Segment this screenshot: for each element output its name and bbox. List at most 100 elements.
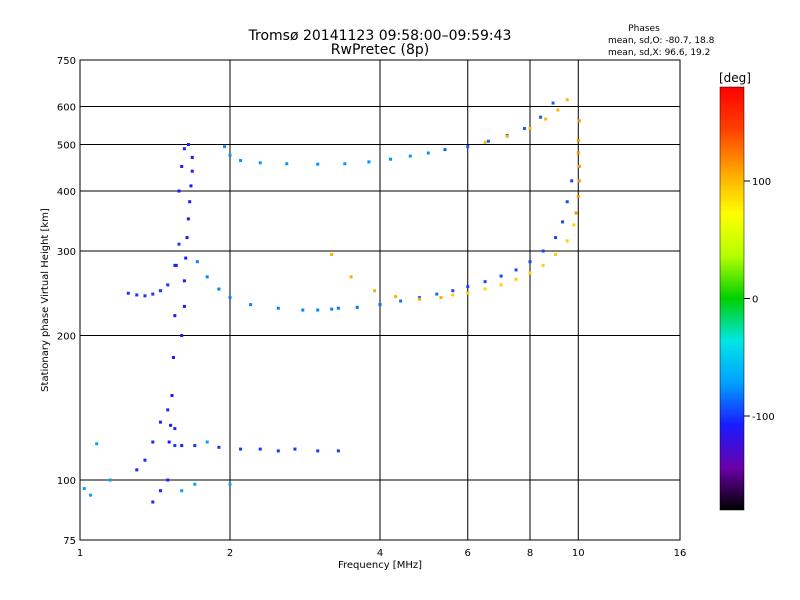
data-point xyxy=(228,482,232,486)
colorbar-tick-label: -100 xyxy=(752,412,775,423)
data-point xyxy=(223,145,227,149)
data-point xyxy=(151,292,155,296)
y-tick-label: 600 xyxy=(57,103,76,114)
data-point xyxy=(417,297,421,301)
data-point xyxy=(135,468,139,472)
data-point xyxy=(551,101,555,105)
series-4 xyxy=(451,179,574,293)
y-tick-label: 300 xyxy=(57,247,76,258)
data-point xyxy=(143,294,147,298)
data-point xyxy=(171,355,175,359)
stats-header: Phases xyxy=(628,24,660,34)
data-point xyxy=(177,189,181,193)
data-point xyxy=(565,239,569,243)
x-tick-label: 6 xyxy=(465,548,471,559)
data-point xyxy=(151,500,155,504)
data-point xyxy=(523,126,527,130)
data-point xyxy=(293,447,297,451)
data-point xyxy=(173,444,177,448)
x-tick-label: 1 xyxy=(77,548,83,559)
data-point xyxy=(483,140,487,144)
data-point xyxy=(394,295,398,299)
data-point xyxy=(82,487,86,491)
y-axis-label: Stationary phase Virtual Height [km] xyxy=(40,208,51,392)
data-point xyxy=(205,440,209,444)
data-point xyxy=(151,440,155,444)
data-point xyxy=(285,162,289,166)
data-point xyxy=(443,148,447,152)
y-tick-label: 100 xyxy=(57,476,76,487)
data-point xyxy=(174,263,178,267)
data-point xyxy=(451,293,455,297)
data-point xyxy=(336,449,340,453)
data-point xyxy=(408,154,412,158)
data-points xyxy=(82,98,581,504)
x-tick-label: 16 xyxy=(674,548,687,559)
data-point xyxy=(483,280,487,284)
x-tick-label: 4 xyxy=(377,548,383,559)
data-point xyxy=(576,151,580,155)
y-tick-label: 75 xyxy=(63,536,76,547)
data-point xyxy=(258,161,262,165)
data-point xyxy=(169,423,173,427)
data-point xyxy=(572,223,576,227)
data-point xyxy=(553,253,557,257)
data-point xyxy=(514,268,518,272)
data-point xyxy=(158,420,162,424)
y-axis-ticks: 75 100 200 300 400 500 600 750 xyxy=(57,56,76,547)
plot-frame xyxy=(79,59,681,541)
colorbar-tick-label: 0 xyxy=(752,295,758,306)
series-10 xyxy=(483,98,569,144)
data-point xyxy=(373,289,377,293)
data-point xyxy=(577,179,581,183)
y-tick-label: 400 xyxy=(57,187,76,198)
data-point xyxy=(565,200,569,204)
data-point xyxy=(217,445,221,449)
data-point xyxy=(166,283,170,287)
data-point xyxy=(316,308,320,312)
data-point xyxy=(173,427,177,431)
data-point xyxy=(158,489,162,493)
data-point xyxy=(180,164,184,168)
data-point xyxy=(389,157,393,161)
data-point xyxy=(399,299,403,303)
data-point xyxy=(185,236,189,240)
data-point xyxy=(528,126,532,130)
data-point xyxy=(565,98,569,102)
chart-title: Tromsø 20141123 09:58:00–09:59:43 xyxy=(248,28,512,44)
data-point xyxy=(574,211,578,215)
data-point xyxy=(205,275,209,279)
data-point xyxy=(541,263,545,267)
data-point xyxy=(193,482,197,486)
data-point xyxy=(528,260,532,264)
series-7 xyxy=(330,253,443,301)
data-point xyxy=(378,303,382,307)
colorbar xyxy=(719,86,745,511)
series-8 xyxy=(451,223,576,297)
data-point xyxy=(188,200,192,204)
data-point xyxy=(343,162,347,166)
data-point xyxy=(541,249,545,253)
data-point xyxy=(528,271,532,275)
data-point xyxy=(514,277,518,281)
data-point xyxy=(316,449,320,453)
data-point xyxy=(228,153,232,157)
chart-subtitle: RwPretec (8p) xyxy=(331,42,429,58)
data-point xyxy=(184,256,188,260)
data-point xyxy=(239,447,243,451)
data-point xyxy=(180,489,184,493)
data-point xyxy=(193,444,197,448)
data-point xyxy=(577,119,581,123)
data-point xyxy=(276,449,280,453)
series-6 xyxy=(443,101,555,152)
data-point xyxy=(435,292,439,296)
data-point xyxy=(135,293,139,297)
data-point xyxy=(186,143,190,147)
data-point xyxy=(182,147,186,151)
data-point xyxy=(466,291,470,295)
series-9 xyxy=(574,119,581,215)
stats-o: mean, sd,O: -80.7, 18.8 xyxy=(608,36,715,46)
data-point xyxy=(126,291,130,295)
data-point xyxy=(228,296,232,300)
